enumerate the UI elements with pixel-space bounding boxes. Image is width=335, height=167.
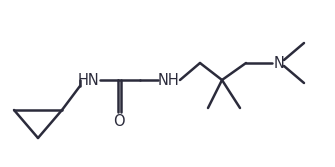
Text: O: O [113,115,125,129]
Text: N: N [274,55,284,70]
Text: NH: NH [157,72,179,88]
Text: HN: HN [77,72,99,88]
